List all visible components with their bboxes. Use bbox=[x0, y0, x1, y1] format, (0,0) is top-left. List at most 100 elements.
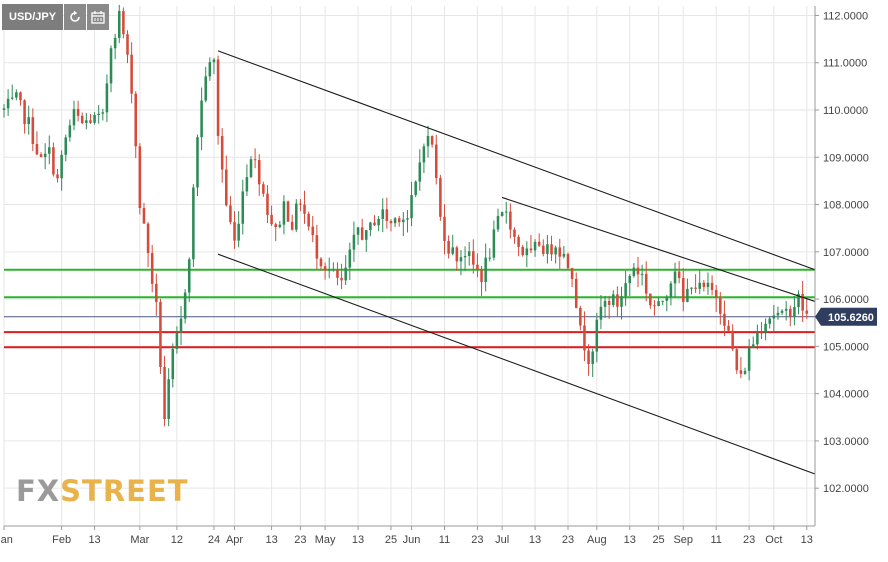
symbol-label[interactable]: USD/JPY bbox=[2, 4, 64, 30]
candle-body bbox=[447, 240, 450, 254]
x-tick-label: 25 bbox=[652, 534, 664, 546]
candle-body bbox=[319, 258, 323, 267]
candle-body bbox=[727, 325, 730, 331]
candle-body bbox=[303, 204, 306, 214]
candle-body bbox=[430, 136, 434, 145]
candle-body bbox=[459, 257, 463, 262]
candle-body bbox=[216, 59, 220, 137]
candle-body bbox=[756, 332, 759, 345]
candle-body bbox=[340, 277, 343, 281]
candle-body bbox=[179, 318, 183, 333]
candle-body bbox=[636, 267, 640, 275]
candle-body bbox=[620, 296, 623, 307]
candle-body bbox=[513, 229, 516, 237]
candle-body bbox=[751, 344, 755, 348]
x-tick-label: 13 bbox=[265, 534, 277, 546]
candle-body bbox=[150, 253, 154, 284]
candle-body bbox=[628, 275, 632, 284]
candle-body bbox=[323, 266, 327, 271]
candle-body bbox=[418, 162, 422, 182]
candle-body bbox=[587, 350, 590, 364]
candle-body bbox=[295, 203, 298, 230]
candle-body bbox=[542, 245, 545, 254]
x-tick-label: May bbox=[315, 534, 336, 546]
candle-body bbox=[360, 227, 364, 240]
candle-body bbox=[93, 114, 96, 123]
candle-body bbox=[15, 92, 18, 98]
candle-body bbox=[612, 294, 615, 305]
candle-body bbox=[56, 174, 59, 179]
horizontal-levels bbox=[4, 268, 815, 349]
candle-body bbox=[274, 224, 277, 228]
candle-body bbox=[472, 251, 475, 265]
candle-body bbox=[467, 251, 471, 256]
x-tick-label: 24 bbox=[208, 534, 220, 546]
candle-body bbox=[402, 219, 405, 223]
candle-body bbox=[570, 268, 574, 279]
candle-body bbox=[344, 267, 347, 281]
candle-body bbox=[315, 235, 319, 259]
y-tick-label: 105.0000 bbox=[823, 341, 869, 353]
candle-body bbox=[463, 255, 467, 258]
candle-body bbox=[113, 37, 117, 49]
candle-body bbox=[68, 125, 72, 138]
x-tick-label: 23 bbox=[562, 534, 574, 546]
calendar-icon[interactable] bbox=[87, 4, 110, 30]
candle-body bbox=[122, 11, 125, 35]
y-tick-label: 107.0000 bbox=[823, 247, 869, 259]
candle-body bbox=[266, 193, 269, 215]
candle-body bbox=[348, 249, 352, 268]
candle-body bbox=[204, 76, 207, 101]
candle-body bbox=[772, 315, 776, 319]
candle-body bbox=[702, 282, 706, 287]
candle-body bbox=[434, 144, 438, 179]
refresh-icon[interactable] bbox=[64, 4, 87, 30]
candle-body bbox=[245, 177, 249, 192]
y-tick-label: 102.0000 bbox=[823, 483, 869, 495]
candle-body bbox=[290, 221, 294, 230]
candle-body bbox=[694, 287, 697, 289]
x-tick-label: Jun bbox=[403, 534, 421, 546]
candle-body bbox=[583, 325, 586, 351]
candle-body bbox=[31, 117, 35, 145]
candle-body bbox=[225, 169, 228, 206]
candle-body bbox=[105, 83, 109, 113]
x-tick-label: 13 bbox=[529, 534, 541, 546]
x-tick-label: 23 bbox=[743, 534, 755, 546]
candle-body bbox=[138, 146, 142, 209]
candle-body bbox=[262, 184, 265, 194]
candle-body bbox=[735, 349, 739, 371]
candle-body bbox=[768, 318, 771, 324]
fxstreet-watermark: FXSTREET bbox=[16, 474, 189, 508]
candle-body bbox=[117, 11, 121, 38]
trendline bbox=[501, 196, 816, 302]
candle-body bbox=[574, 278, 578, 308]
candle-body bbox=[789, 308, 792, 317]
candle-body bbox=[27, 117, 30, 125]
candle-body bbox=[377, 218, 380, 226]
candle-body bbox=[48, 147, 51, 154]
candle-body bbox=[155, 283, 158, 302]
x-tick-label: Sep bbox=[673, 534, 693, 546]
candle-body bbox=[504, 211, 508, 213]
candle-body bbox=[537, 241, 541, 246]
candle-body bbox=[509, 211, 512, 230]
candle-body bbox=[731, 330, 734, 350]
candle-body bbox=[616, 294, 619, 307]
candle-body bbox=[426, 136, 430, 147]
candle-body bbox=[649, 293, 652, 306]
candle-body bbox=[665, 296, 669, 301]
candle-body bbox=[550, 244, 553, 255]
candle-body bbox=[163, 366, 166, 420]
candle-body bbox=[286, 201, 290, 222]
candle-body bbox=[249, 159, 253, 178]
candle-body bbox=[673, 271, 677, 284]
candle-body bbox=[661, 300, 664, 302]
candle-body bbox=[669, 283, 673, 297]
candle-body bbox=[364, 230, 368, 240]
candle-body bbox=[476, 264, 479, 270]
candle-body bbox=[797, 293, 800, 307]
candle-body bbox=[488, 257, 492, 259]
